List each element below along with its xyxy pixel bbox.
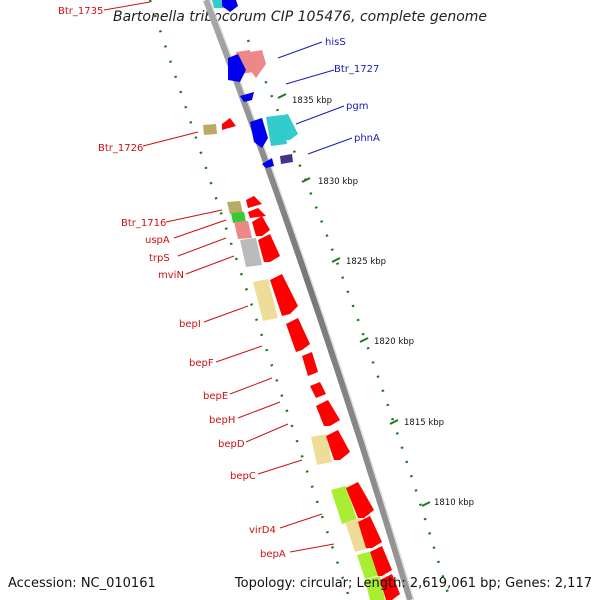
leader-line <box>285 69 335 85</box>
genome-backbone-highlight <box>209 0 415 600</box>
gene-label: Btr_1726 <box>98 143 143 154</box>
gene-label: bepF <box>189 358 214 369</box>
cds-arrow <box>346 482 374 518</box>
cds-arrow <box>228 54 246 82</box>
scale-label: 1810 kbp <box>434 498 474 508</box>
cds-arrow <box>286 318 310 352</box>
map-title: Bartonella tribocorum CIP 105476, comple… <box>112 9 488 25</box>
leader-line <box>277 41 323 59</box>
gene-label: Btr_1735 <box>58 6 103 17</box>
cds-arrow <box>240 92 254 102</box>
cds-arrow <box>370 546 392 576</box>
leader-line <box>165 209 223 223</box>
gene-label: Btr_1727 <box>334 64 379 75</box>
scale-label: 1820 kbp <box>374 337 414 347</box>
scale-tick <box>359 337 369 343</box>
feature-block <box>365 576 385 600</box>
cds-arrow <box>222 0 238 12</box>
feature-block <box>203 124 217 135</box>
cds-arrow <box>248 208 266 218</box>
feature-block <box>280 154 293 164</box>
feature-block <box>240 238 262 267</box>
gene-label: virD4 <box>249 525 276 536</box>
feature-block <box>311 434 332 465</box>
leader-line <box>177 237 227 257</box>
scale-tick <box>389 419 399 425</box>
feature-block <box>331 486 357 524</box>
cds-arrow <box>258 234 280 262</box>
leader-line <box>142 131 199 147</box>
cds-arrow <box>250 118 268 148</box>
gene-label: Btr_1716 <box>121 218 166 229</box>
leader-line <box>289 543 335 553</box>
cds-arrow <box>278 114 298 140</box>
leader-line <box>279 513 323 529</box>
cds-arrow <box>380 574 400 600</box>
gene-label: pgm <box>346 101 368 112</box>
cds-arrow <box>270 274 298 316</box>
leader-line <box>173 219 227 239</box>
gene-label: trpS <box>149 253 170 264</box>
cds-arrows <box>222 0 400 600</box>
scale-tick <box>301 177 311 183</box>
leader-line <box>307 137 353 155</box>
gene-label: bepE <box>203 391 228 402</box>
cds-arrow <box>250 50 266 78</box>
leader-line <box>229 377 273 395</box>
feature-block <box>227 201 243 214</box>
gene-label: bepC <box>230 471 256 482</box>
feature-block <box>253 279 278 321</box>
scale-label: 1835 kbp <box>292 96 332 106</box>
cds-arrow <box>326 430 350 460</box>
gene-label: bepD <box>218 439 245 450</box>
gene-label: mviN <box>158 270 184 281</box>
scale-label: 1815 kbp <box>404 418 444 428</box>
cds-arrow <box>302 352 318 376</box>
leader-line <box>237 401 281 419</box>
inner-dotted-track <box>148 0 352 600</box>
cds-arrow <box>222 118 236 130</box>
accession-text: Accession: NC_010161 <box>8 576 156 591</box>
leader-line <box>295 105 345 125</box>
genome-summary-text: Topology: circular; Length: 2,619,061 bp… <box>234 576 592 591</box>
gene-label: phnA <box>354 133 380 144</box>
leader-line <box>257 459 303 475</box>
leader-line <box>103 1 151 11</box>
scale-tick <box>421 501 431 507</box>
feature-block <box>231 212 246 223</box>
inner-features <box>203 0 385 600</box>
scale-label: 1830 kbp <box>318 177 358 187</box>
cds-arrow <box>316 400 340 426</box>
genome-backbone <box>203 0 413 600</box>
feature-block <box>234 221 252 239</box>
gene-label: bepI <box>179 319 201 330</box>
gene-label: hisS <box>325 37 346 48</box>
feature-block <box>345 518 370 552</box>
gene-label: bepA <box>260 549 286 560</box>
cds-arrow <box>252 216 270 236</box>
scale-tick <box>277 93 287 99</box>
gene-label: bepH <box>209 415 235 426</box>
leader-line <box>245 423 289 443</box>
leader-lines <box>103 1 353 553</box>
cds-arrow <box>358 516 382 548</box>
scale-label: 1825 kbp <box>346 257 386 267</box>
cds-arrow <box>262 158 274 168</box>
scale-tick <box>331 257 341 263</box>
cds-arrow <box>246 196 262 208</box>
cds-arrow <box>310 382 326 398</box>
gene-label: uspA <box>145 235 170 246</box>
scale-ticks <box>277 93 431 507</box>
leader-line <box>215 345 263 363</box>
leader-line <box>203 305 249 323</box>
leader-line <box>185 255 235 275</box>
